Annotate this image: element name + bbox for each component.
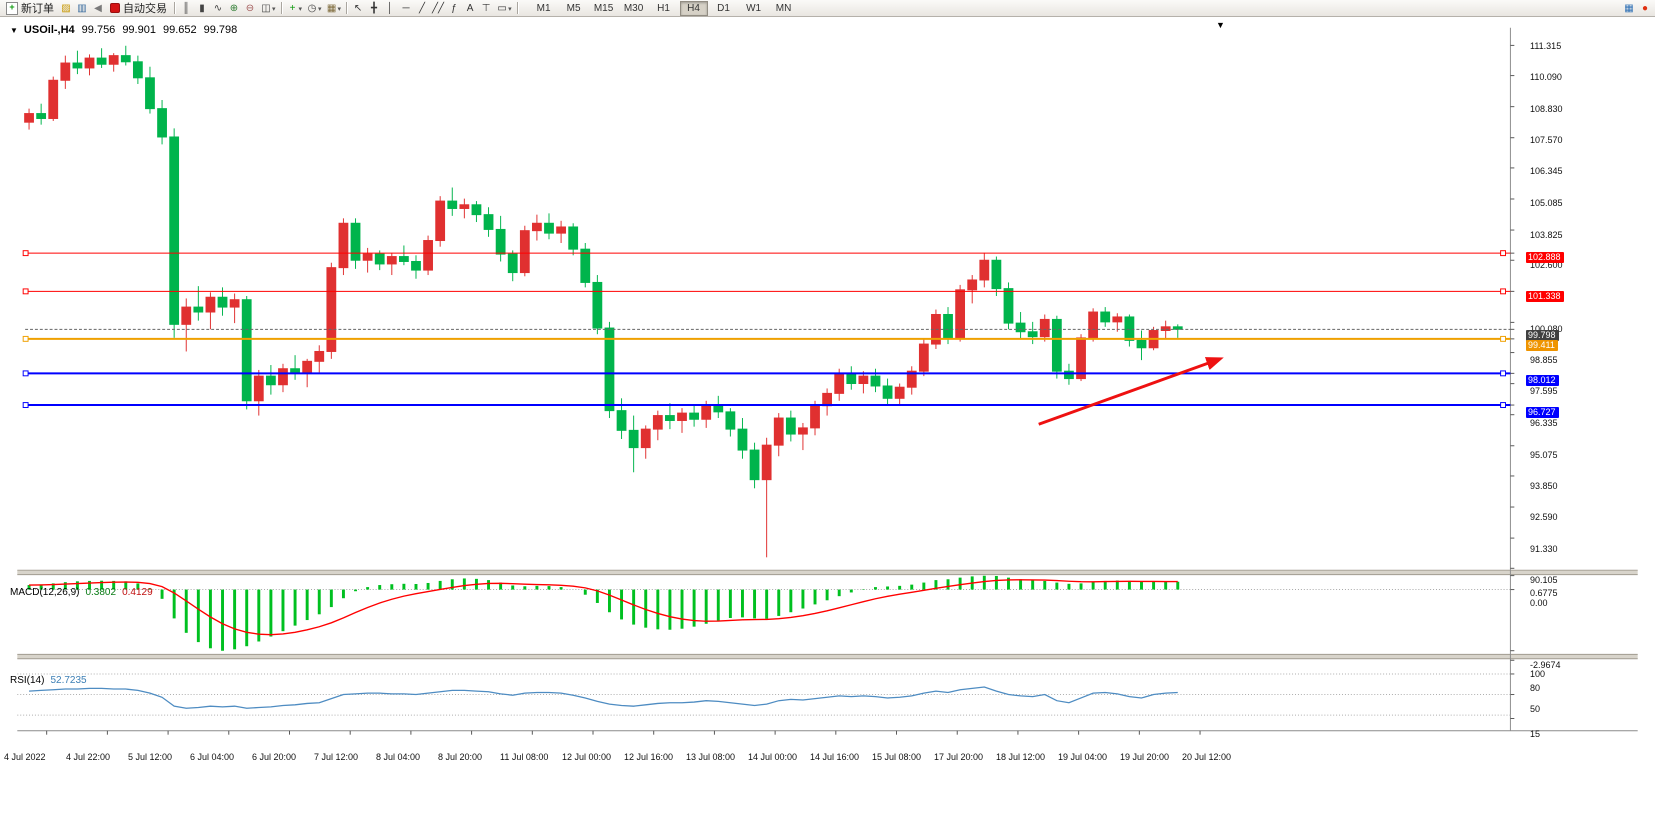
axis-ticks (46, 44, 1515, 735)
shapes-icon-dropdown[interactable]: ▾ (508, 5, 512, 13)
ohlc-open: 99.756 (81, 24, 116, 36)
macd-layer (17, 575, 1511, 651)
periods-icon[interactable]: ◷ (307, 2, 317, 14)
profiles-icon[interactable]: ▨ (61, 2, 71, 14)
timeframe-h1[interactable]: H1 (657, 2, 670, 14)
status-dot-icon[interactable]: ● (1641, 2, 1649, 14)
auto-trading-status-icon (110, 3, 120, 13)
indicators-icon[interactable]: + (289, 2, 296, 14)
ohlc-close: 99.798 (203, 24, 238, 36)
crosshair-icon[interactable]: ╋ (371, 2, 378, 14)
text-label-icon[interactable]: ⊤ (481, 2, 491, 14)
line-chart-type-icon[interactable]: ∿ (213, 2, 223, 14)
chart-shift-marker[interactable]: ▼ (1216, 20, 1225, 30)
zoom-out-icon[interactable]: ⊖ (245, 2, 255, 14)
sound-icon[interactable]: ◀ (94, 2, 102, 14)
toolbar-separator (346, 2, 348, 14)
horizontal-line-icon[interactable]: ─ (402, 2, 410, 14)
auto-trading-button[interactable]: 自动交易 (106, 1, 171, 16)
macd-main-value: 0.3802 (85, 587, 117, 598)
tile-windows-icon-dropdown[interactable]: ▾ (272, 5, 276, 13)
bar-chart-type-icon[interactable]: ║ (182, 2, 190, 14)
auto-trading-label: 自动交易 (123, 3, 167, 15)
new-order-icon: + (6, 1, 18, 15)
panel-separators (17, 27, 1638, 732)
equidistant-channel-icon[interactable]: ╱╱ (432, 2, 445, 14)
candles-layer (24, 45, 1183, 558)
tile-windows-icon[interactable]: ◫ (261, 2, 271, 14)
rsi-line (29, 686, 1178, 709)
templates-icon[interactable]: ▦ (326, 2, 337, 14)
rsi-name: RSI(14) (10, 675, 45, 686)
trend-arrow-annotation[interactable] (1038, 357, 1224, 426)
hline-objects-layer[interactable] (22, 250, 1511, 408)
timeframe-m30[interactable]: M30 (623, 2, 644, 14)
trendline-icon[interactable]: ╱ (419, 2, 426, 14)
cursor-icon[interactable]: ↖ (353, 2, 363, 14)
timeframe-m15[interactable]: M15 (593, 2, 614, 14)
toolbar-separator (280, 2, 282, 14)
timeframe-m5[interactable]: M5 (566, 2, 581, 14)
timeframe-group: M1 M5 M15 M30 H1 H4 D1 W1 MN (529, 0, 799, 16)
fibonacci-icon[interactable]: ƒ (451, 2, 457, 14)
chart-menu-icon[interactable]: ▼ (10, 25, 18, 35)
vertical-line-icon[interactable]: │ (386, 2, 394, 14)
chart-canvas[interactable] (0, 17, 1655, 813)
ohlc-high: 99.901 (122, 24, 156, 36)
indicators-icon-dropdown[interactable]: ▾ (298, 5, 303, 13)
templates-icon-dropdown[interactable]: ▾ (337, 5, 342, 13)
chart-grid-icon[interactable]: ▦ (1624, 2, 1634, 14)
periods-icon-dropdown[interactable]: ▾ (318, 5, 322, 13)
rsi-value: 52.7235 (50, 675, 87, 686)
toolbar-separator (174, 2, 175, 14)
main-toolbar: + 新订单 ▨ ▥ ◀ 自动交易 ║ ▮ ∿ ⊕ ⊖ ◫▾ + ▾ ◷ ▾ ▦▾ ↖ ╋ │ ─ ╱ ╱╱ ƒ A ⊤… (0, 0, 1655, 17)
toolbar-separator (516, 2, 518, 14)
timeframe-m1[interactable]: M1 (536, 2, 551, 14)
chart-title: ▼ USOil-,H4 99.756 99.901 99.652 99.798 (10, 24, 237, 36)
timeframe-mn[interactable]: MN (775, 2, 792, 14)
rsi-indicator-label: RSI(14) 52.7235 (10, 675, 87, 686)
timeframe-h4[interactable]: H4 (679, 0, 708, 16)
zoom-in-icon[interactable]: ⊕ (229, 2, 239, 14)
ohlc-low: 99.652 (162, 24, 197, 36)
symbol-period: USOil-,H4 (23, 24, 75, 36)
timeframe-d1[interactable]: D1 (717, 2, 730, 14)
new-order-label: 新订单 (21, 3, 54, 15)
new-order-button[interactable]: + 新订单 (2, 1, 58, 16)
macd-signal-line (29, 579, 1178, 636)
rsi-layer (17, 673, 1511, 716)
charts-window-icon[interactable]: ▥ (77, 2, 87, 14)
candlestick-type-icon[interactable]: ▮ (199, 2, 205, 14)
shapes-icon[interactable]: ▭ (497, 2, 507, 14)
chart-window[interactable]: ▼ USOil-,H4 99.756 99.901 99.652 99.798 … (0, 17, 1655, 813)
text-icon[interactable]: A (466, 2, 474, 14)
macd-signal-value: 0.4129 (122, 587, 153, 598)
timeframe-w1[interactable]: W1 (746, 2, 762, 14)
macd-name: MACD(12,26,9) (10, 587, 80, 598)
macd-indicator-label: MACD(12,26,9) 0.3802 0.4129 (10, 587, 153, 598)
